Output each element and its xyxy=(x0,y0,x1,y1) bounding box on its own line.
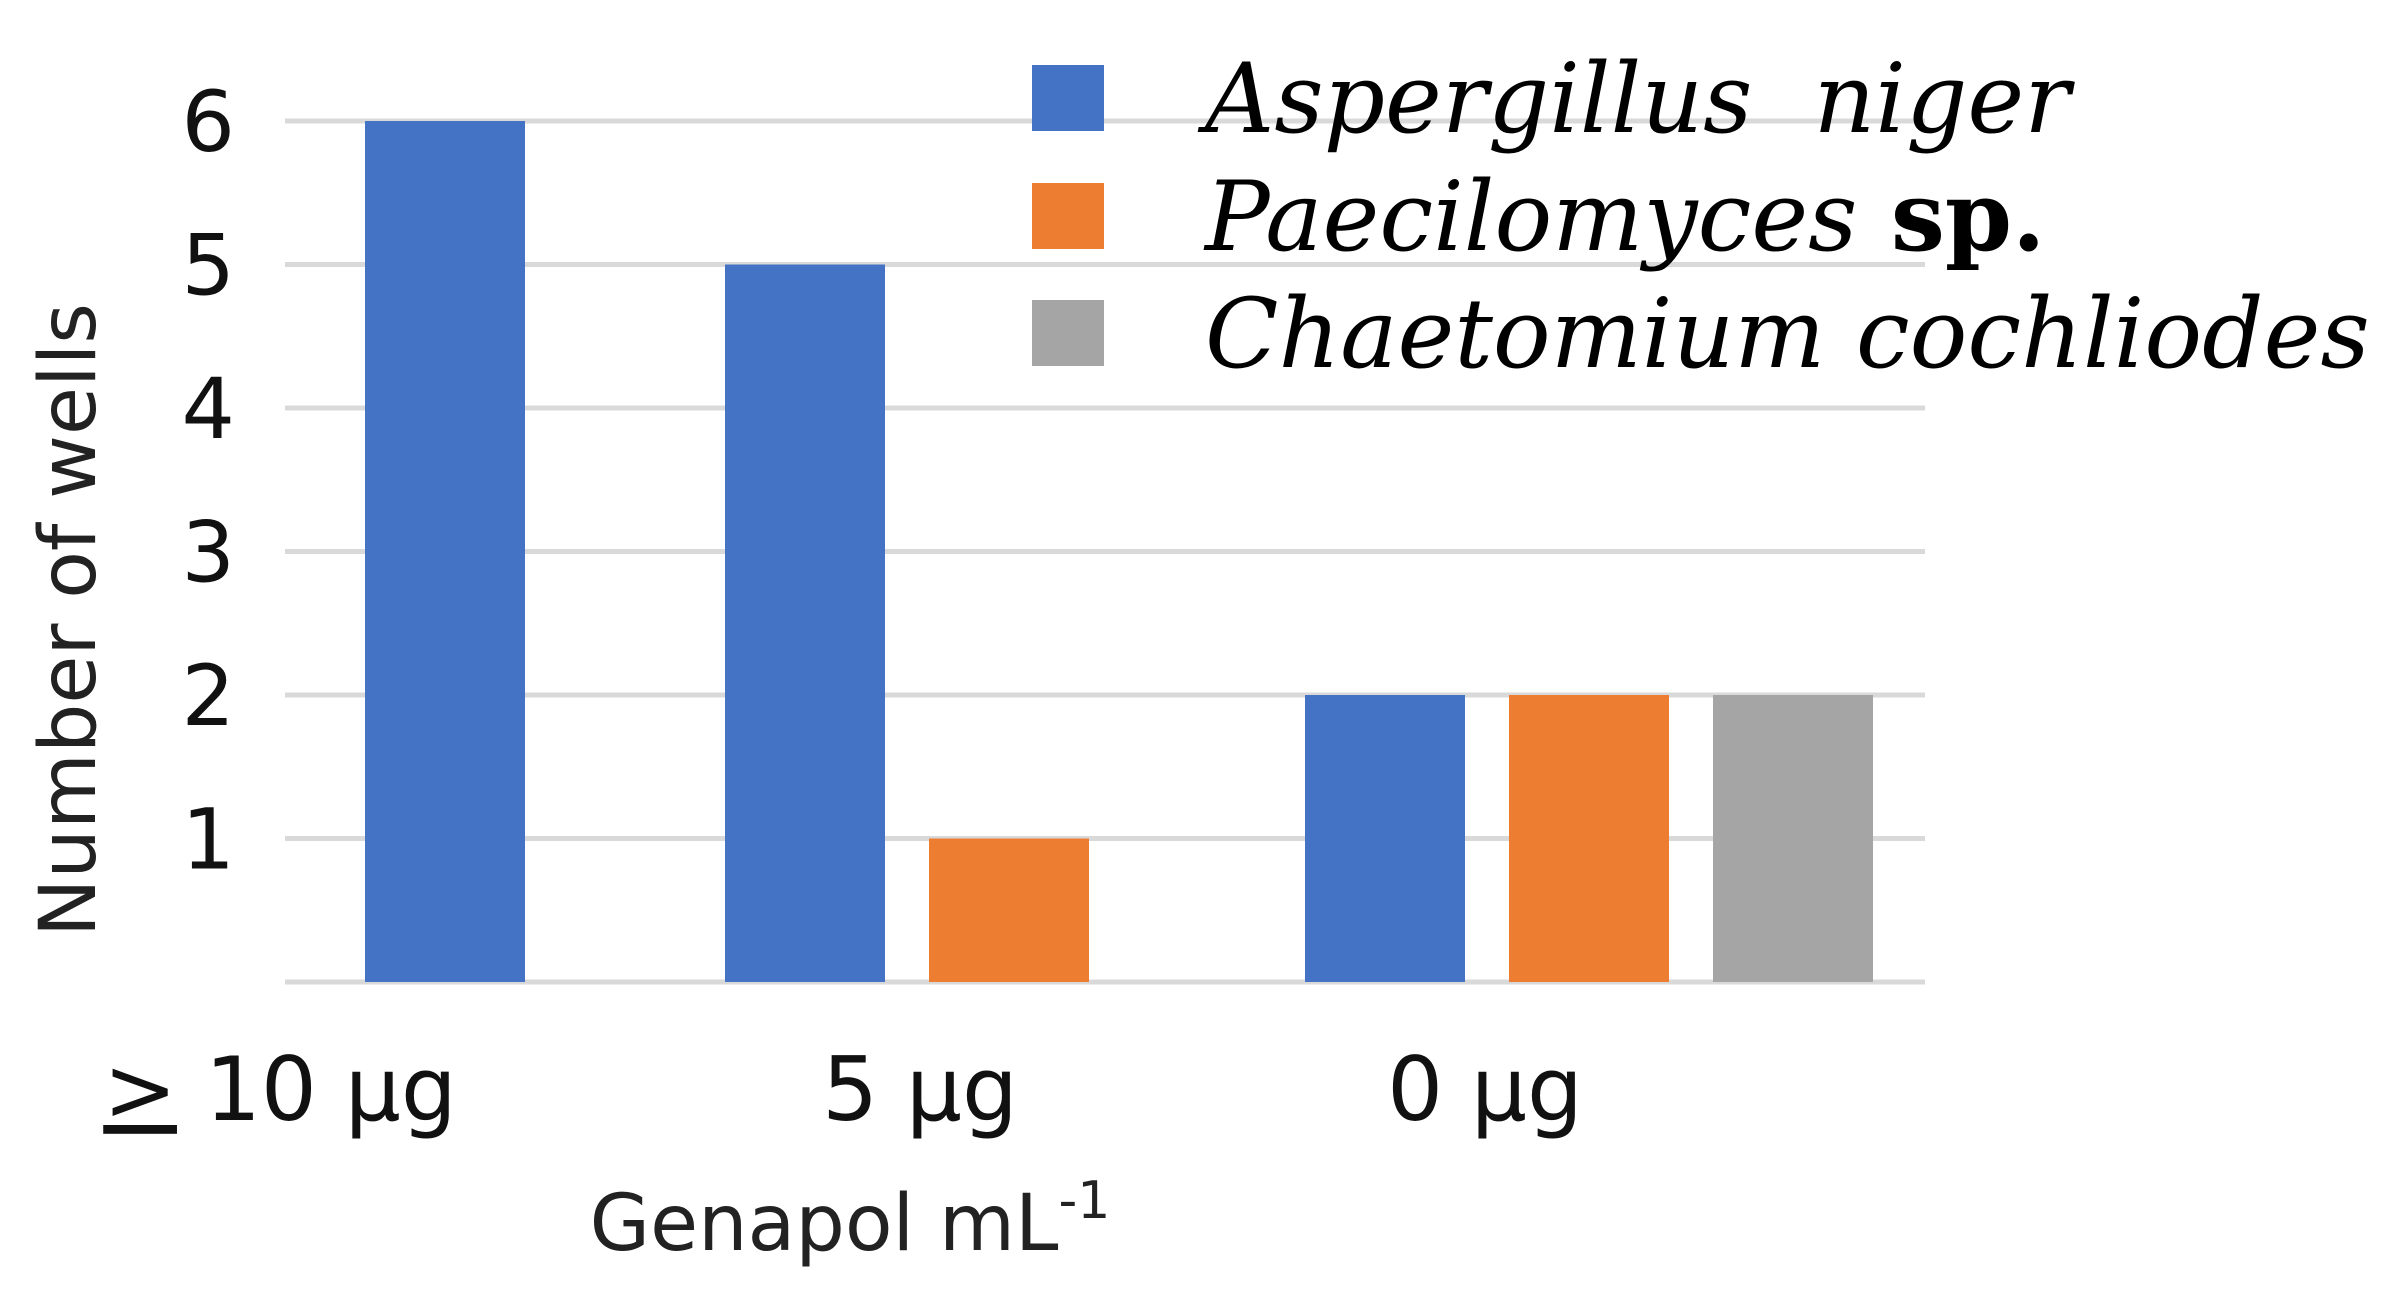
bar xyxy=(1713,695,1873,982)
bars xyxy=(365,121,1873,982)
x-axis-categories: > 10 µg 5 µg 0 µg xyxy=(103,1038,1583,1141)
category-text: 10 µg xyxy=(177,1038,457,1141)
x-axis-title: Genapol mL-1 xyxy=(590,1171,1111,1269)
legend-label-italic: Paecilomyces xyxy=(1203,161,1857,273)
greater-equal-symbol: > xyxy=(103,1038,177,1141)
y-axis-title: Number of wells xyxy=(24,303,114,937)
bar xyxy=(725,264,885,982)
y-tick-label: 3 xyxy=(182,504,235,602)
y-axis-ticks: 1 2 3 4 5 6 xyxy=(182,73,235,889)
legend-label-plain: sp. xyxy=(1857,160,2045,273)
y-tick-label: 2 xyxy=(182,647,235,745)
legend-swatch xyxy=(1032,65,1104,131)
bar xyxy=(1305,695,1465,982)
y-tick-label: 6 xyxy=(182,73,235,171)
bar xyxy=(365,121,525,982)
y-tick-label: 4 xyxy=(182,360,235,458)
legend-label-italic: Chaetomium cochliodes xyxy=(1205,278,2370,390)
legend-label: Aspergillus niger xyxy=(1197,43,2075,155)
bar xyxy=(1509,695,1669,982)
x-axis-title-text: Genapol mL xyxy=(590,1179,1059,1269)
legend-label: Paecilomyces sp. xyxy=(1203,160,2045,273)
legend-label: Chaetomium cochliodes xyxy=(1205,278,2370,390)
legend-swatch xyxy=(1032,183,1104,249)
legend-label-italic: Aspergillus niger xyxy=(1197,43,2075,155)
bar xyxy=(929,838,1089,982)
gridlines xyxy=(285,118,1925,985)
x-category-label: 0 µg xyxy=(1387,1038,1583,1141)
x-category-label: > 10 µg xyxy=(103,1038,457,1141)
x-category-label: 5 µg xyxy=(822,1038,1018,1141)
legend-swatch xyxy=(1032,300,1104,366)
x-axis-title-superscript: -1 xyxy=(1058,1171,1110,1231)
y-tick-label: 5 xyxy=(182,217,235,315)
y-tick-label: 1 xyxy=(182,791,235,889)
